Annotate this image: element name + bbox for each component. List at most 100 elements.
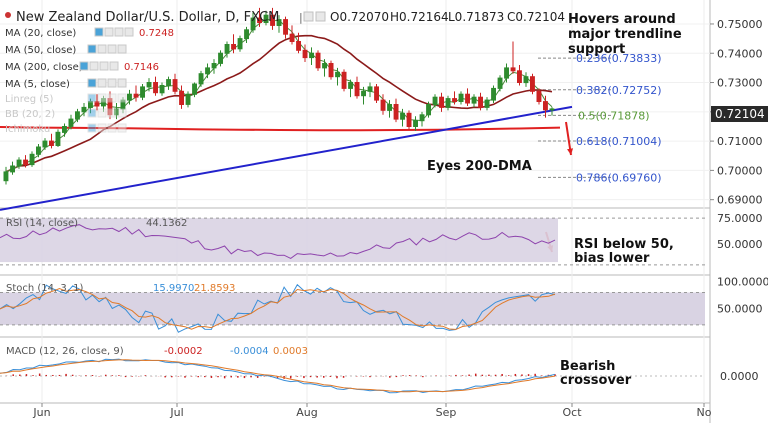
indicator-label: MA (200, close) <box>5 62 83 73</box>
indicator-control-icon[interactable] <box>87 123 97 133</box>
indicator-control-icon[interactable] <box>87 78 97 88</box>
chart-title: New Zealand Dollar/U.S. Dollar, D, FXCM <box>16 10 279 25</box>
panel-frames <box>0 0 711 423</box>
indicator-control-icon[interactable] <box>79 61 89 71</box>
red-arrow-head <box>567 148 574 155</box>
candle-body <box>432 96 438 105</box>
macd-signal-line <box>0 359 556 393</box>
time-axis: Jun Jul Aug Sep Oct No <box>32 403 712 419</box>
indicator-control-icon[interactable] <box>117 78 127 88</box>
indicator-control-icon[interactable] <box>97 123 107 133</box>
trendline-path <box>0 105 573 211</box>
candle-body <box>530 76 535 92</box>
annotation-trendline: Hovers around major trendline support <box>568 12 686 57</box>
indicator-control-icon[interactable] <box>94 27 104 37</box>
candle-body <box>211 63 217 69</box>
time-tick-label: Jun <box>32 406 50 419</box>
candle-body <box>42 140 48 148</box>
candle-body <box>205 67 211 75</box>
candle-body <box>263 14 269 23</box>
candle-body <box>484 99 490 108</box>
candle-body <box>127 93 132 101</box>
indicator-control-icon[interactable] <box>117 108 127 118</box>
stoch-d-line <box>0 287 556 330</box>
stoch-d-value: 21.8593 <box>194 283 235 294</box>
rsi-band <box>0 218 558 263</box>
indicator-control-icon[interactable] <box>89 61 99 71</box>
annotation-trendline-line2: major trendline <box>568 27 682 42</box>
candle-body <box>497 77 503 89</box>
candle-body <box>55 131 61 147</box>
header-icons[interactable] <box>303 11 326 22</box>
time-tick-label: No <box>697 406 712 419</box>
candle-body <box>75 111 80 120</box>
candle-body <box>400 112 406 120</box>
ma20-path <box>5 34 553 173</box>
candle-body <box>10 165 16 173</box>
indicator-control-icon[interactable] <box>97 108 107 118</box>
indicator-control-icon[interactable] <box>117 93 127 103</box>
annotation-dma: Eyes 200-DMA <box>427 159 532 174</box>
indicator-control-icon[interactable] <box>107 123 117 133</box>
candle-body <box>302 49 308 59</box>
annotation-rsi-text: RSI below 50, bias lower <box>574 237 678 266</box>
indicator-label: MA (50, close) <box>5 45 76 56</box>
last-price-tag-bg <box>711 106 768 122</box>
annotation-macd-line1: Bearish <box>560 359 615 374</box>
candle-body <box>159 85 165 94</box>
macd-hist-value: -0.0002 <box>164 346 203 357</box>
time-tick-label: Aug <box>296 406 317 419</box>
fib-level-label: 0.618(0.71004) <box>576 135 662 148</box>
indicator-control-icon[interactable] <box>117 123 127 133</box>
trendline <box>0 105 573 211</box>
indicator-control-icon[interactable] <box>114 27 124 37</box>
price-tick-label: 0.73000 <box>717 77 763 90</box>
candle-body <box>172 79 178 92</box>
indicator-control-icon[interactable] <box>97 93 107 103</box>
candle-body <box>179 90 185 106</box>
annotation-trendline-text: Hovers around major trendline support <box>568 12 686 57</box>
indicator-control-icon[interactable] <box>107 44 117 54</box>
settings-icon[interactable] <box>315 11 326 22</box>
candle-body <box>380 99 386 111</box>
indicator-control-icon[interactable] <box>107 108 117 118</box>
indicator-label: MA (20, close) <box>5 28 76 39</box>
indicator-control-icon[interactable] <box>87 44 97 54</box>
candle-body <box>49 140 54 147</box>
indicator-control-icon[interactable] <box>117 44 127 54</box>
indicator-control-icon[interactable] <box>87 108 97 118</box>
indicator-control-icon[interactable] <box>107 93 117 103</box>
last-price-value: 0.72104 <box>715 107 765 121</box>
candle-body <box>504 67 510 79</box>
candle-body <box>81 106 87 113</box>
candle-body <box>68 118 74 127</box>
indicator-control-icon[interactable] <box>104 27 114 37</box>
candle-body <box>549 108 555 111</box>
eye-icon[interactable] <box>303 11 314 22</box>
indicator-control-icon[interactable] <box>97 44 107 54</box>
indicator-control-icon[interactable] <box>107 78 117 88</box>
macd-axis-label: 0.0000 <box>720 370 759 383</box>
last-price-tag: 0.72104 <box>711 106 768 122</box>
indicator-label: BB (20, 2) <box>5 109 55 120</box>
ma20-line <box>5 34 553 173</box>
annotation-rsi: RSI below 50, bias lower <box>574 237 678 266</box>
indicator-control-icon[interactable] <box>97 78 107 88</box>
candle-body <box>166 79 172 86</box>
candle-body <box>224 44 230 54</box>
indicator-control-icon[interactable] <box>109 61 119 71</box>
annotation-macd-text: Bearish crossover <box>560 359 632 388</box>
candle-body <box>406 112 412 128</box>
candle-body <box>289 33 295 43</box>
macd-panel: 0.0000 MACD (12, 26, close, 9) -0.0002 -0.0… <box>0 346 759 394</box>
annotation-trendline-line3: support <box>568 42 625 57</box>
indicator-control-icon[interactable] <box>87 93 97 103</box>
high-value: H0.72164 <box>390 10 449 24</box>
candle-body <box>328 63 334 78</box>
candle-body <box>62 126 67 133</box>
annotation-trendline-line1: Hovers around <box>568 12 676 27</box>
indicator-control-icon[interactable] <box>124 27 134 37</box>
indicator-control-icon[interactable] <box>99 61 109 71</box>
candle-body <box>283 19 289 35</box>
indicator-legend: MA (20, close) 0.7248 MA (50, close) MA (20… <box>5 27 174 135</box>
